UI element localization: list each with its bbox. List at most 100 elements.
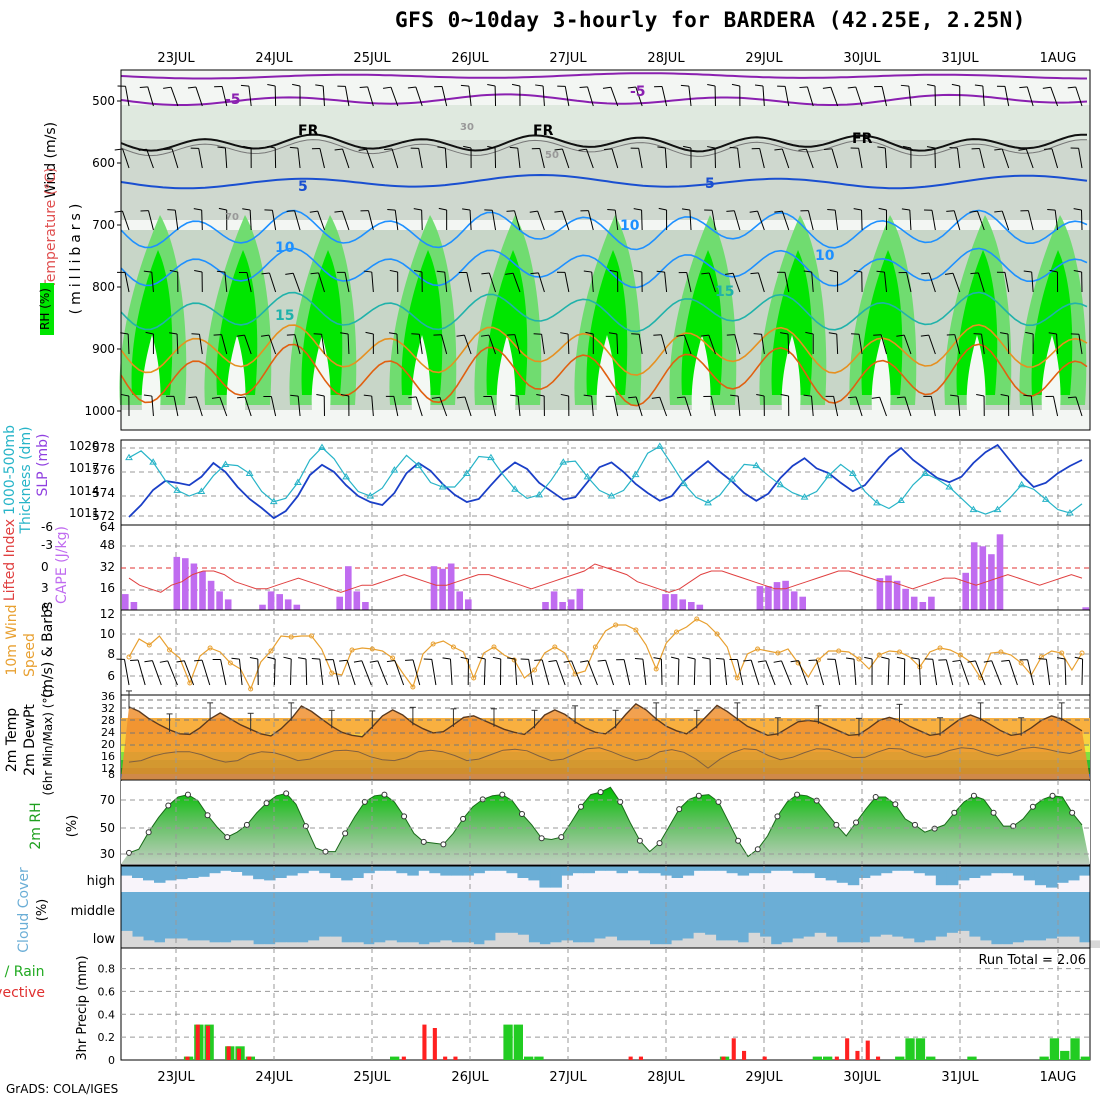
wind-barb-flag — [194, 659, 203, 662]
cape-bar — [182, 558, 189, 610]
rh2m-marker — [184, 791, 191, 798]
wind-speed-marker — [673, 629, 679, 635]
wind-barb — [195, 86, 203, 107]
ylabel-total-rain: Total / Rain — [0, 964, 45, 980]
wind-barb — [806, 86, 814, 107]
wind-barb-flag — [505, 272, 514, 275]
cloud-high-cell — [935, 866, 948, 886]
x-label-top: 29JUL — [745, 51, 783, 66]
cloud-low-cell — [1023, 940, 1036, 948]
cloud-high-cell — [451, 866, 463, 876]
thickness-marker — [438, 483, 447, 490]
wind-barb — [614, 210, 619, 231]
temp-band — [121, 718, 1090, 734]
precip-conv-bar — [762, 1056, 767, 1060]
ylabel-10m-wind: 10m Wind — [4, 604, 20, 675]
wind-barb — [564, 86, 570, 107]
rh2m-marker — [636, 837, 643, 844]
cloud-low-cell — [297, 942, 309, 948]
freezing-level-contour-2 — [120, 139, 1088, 157]
rh-dry-notch — [691, 335, 711, 410]
wind-barb — [490, 396, 497, 417]
wind-barb — [683, 334, 692, 355]
wind-barb — [660, 658, 663, 686]
cape-bar — [353, 591, 361, 610]
wind-barb — [463, 334, 472, 355]
wind-barb — [270, 396, 277, 417]
wind-barb — [292, 273, 301, 293]
x-label-bottom: 26JUL — [451, 1070, 489, 1085]
wind-barb — [344, 86, 350, 107]
wind-barb-flag — [658, 207, 667, 211]
wind-barb-flag — [1023, 270, 1032, 273]
wind-barb-flag — [1000, 393, 1009, 397]
wind-barb — [881, 86, 888, 107]
cape-bar — [293, 604, 301, 610]
rh2m-tick-label: 30 — [100, 847, 115, 861]
lifted-tick-label: 3 — [41, 581, 49, 595]
wind-barb-flag — [169, 269, 178, 273]
wind-barb — [906, 272, 912, 293]
wind-barb — [1075, 396, 1083, 417]
wind-barb-flag — [388, 332, 398, 335]
wind-barb-flag — [871, 396, 880, 399]
wind-barb — [587, 210, 594, 231]
cloud-low-cell — [1001, 944, 1014, 948]
cloud-low-cell — [594, 938, 606, 948]
wind-barb — [244, 334, 252, 355]
pressure-tick-label: 600 — [92, 156, 115, 170]
wind-speed-marker — [1018, 660, 1024, 666]
wind-barb-flag — [877, 146, 886, 149]
ylabel-cape: CAPE (J/kg) — [54, 526, 70, 604]
wind-barb — [1080, 209, 1083, 231]
dewpt-line — [128, 746, 1083, 769]
cloud-low-cell — [143, 940, 155, 948]
wind-tick-label: 8 — [107, 647, 115, 661]
rh2m-marker — [420, 838, 427, 845]
wind-barb — [294, 210, 301, 231]
cape-bar — [962, 572, 969, 610]
wind-barb-flag — [340, 393, 349, 397]
wind-barb-flag — [509, 146, 518, 149]
wind-barb — [807, 210, 814, 231]
wind-barb-flag — [310, 272, 319, 275]
thickness-marker — [1041, 495, 1050, 502]
wind-barb-flag — [289, 146, 298, 149]
wind-barb-flag — [580, 660, 589, 663]
precip-conv-bar — [247, 1056, 252, 1060]
wind-tick-label: 6 — [107, 669, 115, 683]
cloud-high-cell — [704, 866, 717, 871]
precip-total-bar — [524, 1056, 534, 1060]
cloud-low-cell — [220, 942, 232, 948]
cloud-low-cell — [165, 938, 177, 948]
rh-plume-core — [216, 250, 258, 395]
pressure-tick-label: 1000 — [84, 404, 115, 418]
wind-barb-flag — [805, 331, 814, 335]
wind-barb-flag — [283, 656, 292, 660]
precip-conv-bar — [443, 1056, 448, 1060]
wind-barb-flag — [1067, 86, 1076, 89]
wind-barb — [664, 272, 668, 293]
wind-barb-flag — [298, 657, 307, 660]
wind-barb — [418, 148, 423, 169]
cloud-high-cell — [583, 866, 595, 874]
ylabel-barbs: (m/s) & Barbs — [40, 602, 56, 699]
rh-dry-notch — [871, 335, 891, 410]
wind-barb — [977, 211, 985, 231]
cloud-high-cell — [968, 866, 981, 878]
ylabel-millibars: (millibars) — [68, 200, 84, 315]
precip-total-bar — [1039, 1056, 1049, 1060]
cloud-low-cell — [407, 942, 419, 948]
wind-barb-flag — [437, 146, 446, 149]
wind-barb — [909, 210, 912, 231]
wind-barb — [341, 210, 350, 231]
wind-barb-flag — [633, 270, 642, 273]
x-label-top: 30JUL — [843, 51, 881, 66]
wind-barb — [1007, 333, 1010, 355]
wind-barb-flag — [853, 270, 862, 273]
wind-barb — [1064, 658, 1067, 686]
wind-barb-flag — [130, 659, 139, 662]
wind-barb — [321, 334, 325, 355]
thickness-marker — [704, 498, 712, 506]
contour-label: 70 — [225, 212, 239, 223]
